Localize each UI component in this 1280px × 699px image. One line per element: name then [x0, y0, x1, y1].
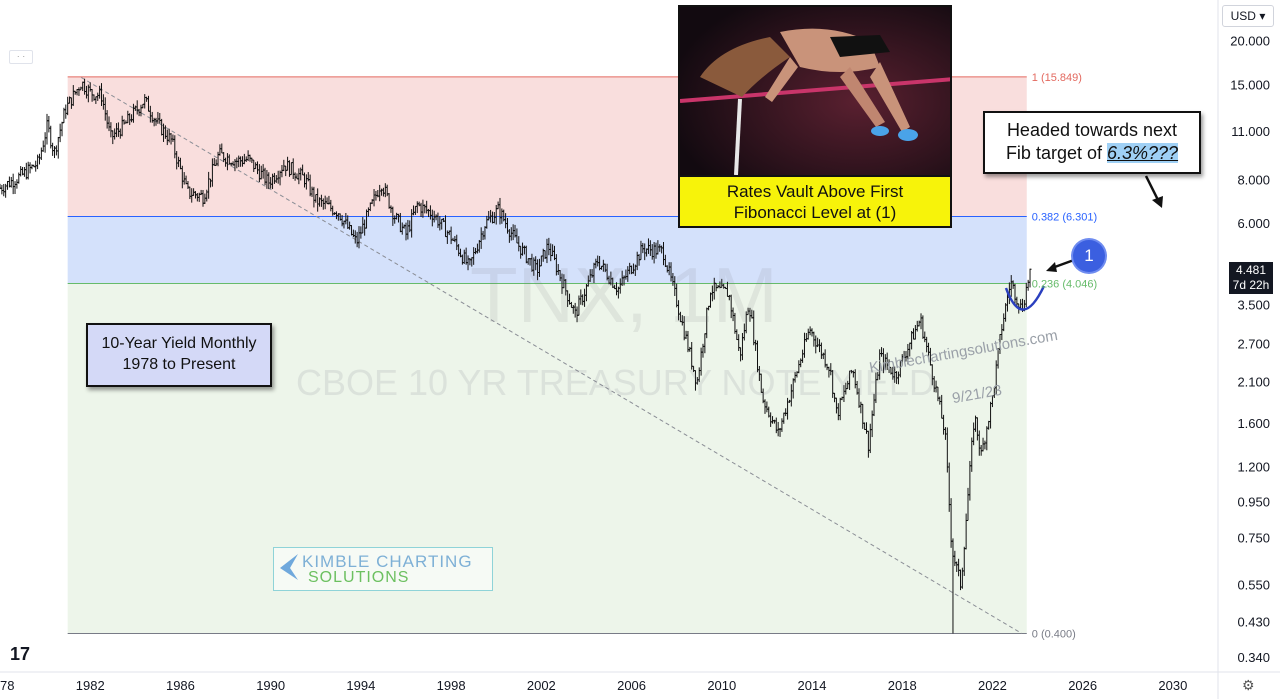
yield-description-box: 10-Year Yield Monthly 1978 to Present: [86, 323, 272, 387]
kimble-arrow-icon: [280, 554, 298, 580]
target-box-prefix: Fib target of: [1005, 143, 1107, 163]
target-arrow-head: [1152, 196, 1163, 208]
fib-label: 0 (0.400): [1032, 628, 1076, 640]
currency-selector[interactable]: USD ▾: [1222, 5, 1274, 27]
currency-label: USD: [1230, 9, 1256, 23]
x-tick-label: 2002: [527, 678, 556, 693]
y-tick-label: 20.000: [1230, 34, 1270, 49]
y-tick-label: 1.600: [1237, 416, 1270, 431]
x-tick-label: 1994: [346, 678, 375, 693]
marker-arrow-head: [1046, 262, 1057, 272]
trend-line: [80, 76, 1023, 634]
x-tick-label: 2018: [888, 678, 917, 693]
y-tick-label: 0.950: [1237, 495, 1270, 510]
photo-caption: Rates Vault Above First Fibonacci Level …: [680, 175, 950, 226]
y-tick-label: 2.700: [1237, 337, 1270, 352]
x-tick-label: 1978: [0, 678, 14, 693]
marker-1-badge: 1: [1073, 240, 1105, 272]
y-tick-label: 3.500: [1237, 297, 1270, 312]
price-bars: [0, 78, 1032, 634]
tradingview-logo[interactable]: 17: [10, 644, 31, 664]
fib-label: 1 (15.849): [1032, 72, 1082, 84]
y-tick-label: 0.340: [1237, 650, 1270, 665]
logo-line1: KIMBLE CHARTING: [302, 552, 473, 571]
last-price: 4.481: [1235, 263, 1267, 277]
y-tick-label: 0.750: [1237, 530, 1270, 545]
gear-icon[interactable]: ⚙: [1242, 677, 1255, 693]
x-tick-label: 2010: [707, 678, 736, 693]
annotation-arrows: [1046, 175, 1163, 272]
x-tick-label: 1986: [166, 678, 195, 693]
y-tick-label: 8.000: [1237, 172, 1270, 187]
photo-caption-line2: Fibonacci Level at (1): [733, 203, 897, 222]
y-tick-label: 15.000: [1230, 77, 1270, 92]
x-tick-label: 2030: [1158, 678, 1187, 693]
x-tick-label: 2026: [1068, 678, 1097, 693]
x-tick-label: 2006: [617, 678, 646, 693]
target-arrow: [1144, 175, 1160, 201]
y-tick-label: 2.100: [1237, 375, 1270, 390]
target-box-line2: Fib target of 6.3%???: [985, 142, 1199, 165]
y-tick-label: 11.000: [1231, 124, 1270, 139]
pole-vault-photo: Rates Vault Above First Fibonacci Level …: [678, 5, 952, 228]
x-tick-label: 1990: [256, 678, 285, 693]
y-tick-label: 0.550: [1237, 577, 1270, 592]
rounded-bottom-curve: [1004, 285, 1046, 311]
x-axis: 1978 1982 1986 1990 1994 1998 2002 2006 2010 2014…: [0, 678, 1187, 693]
x-tick-label: 2014: [798, 678, 827, 693]
x-tick-label: 1982: [76, 678, 105, 693]
symbol-name-watermark: CBOE 10 YR TREASURY NOTE YIELD: [296, 362, 935, 403]
x-tick-label: 2022: [978, 678, 1007, 693]
y-tick-label: 6.000: [1237, 216, 1270, 231]
y-tick-label: 0.430: [1237, 615, 1270, 630]
y-tick-label: 1.200: [1237, 459, 1270, 474]
ticker-watermark: TNX, 1M: [470, 251, 778, 339]
chevron-down-icon: ▾: [1259, 9, 1266, 23]
photo-caption-line1: Rates Vault Above First: [726, 182, 904, 201]
yield-box-line2: 1978 to Present: [122, 356, 236, 373]
fib-target-box: Headed towards next Fib target of 6.3%??…: [983, 111, 1201, 174]
kimble-logo: KIMBLE CHARTING SOLUTIONS: [273, 547, 493, 591]
bar-countdown: 7d 22h: [1232, 278, 1270, 292]
yield-box-line1: 10-Year Yield Monthly: [101, 335, 257, 352]
fib-level-labels: 1 (15.849) 0.382 (6.301) 0.236 (4.046) 0 (0…: [1032, 72, 1097, 641]
target-highlight: 6.3%???: [1107, 143, 1179, 163]
logo-line2: SOLUTIONS: [308, 569, 410, 586]
last-price-tag: 4.481 7d 22h: [1229, 262, 1273, 294]
target-box-line1: Headed towards next: [1006, 120, 1178, 140]
x-tick-label: 1998: [437, 678, 466, 693]
trendline: [80, 76, 1023, 634]
fib-label: 0.382 (6.301): [1032, 211, 1097, 223]
y-axis: 20.00015.00011.0008.0006.0004.5003.5002.…: [1230, 34, 1270, 665]
collapse-legend-button[interactable]: · ·: [9, 50, 33, 64]
fib-label: 0.236 (4.046): [1032, 278, 1097, 290]
pole-vault-image: [680, 7, 950, 179]
